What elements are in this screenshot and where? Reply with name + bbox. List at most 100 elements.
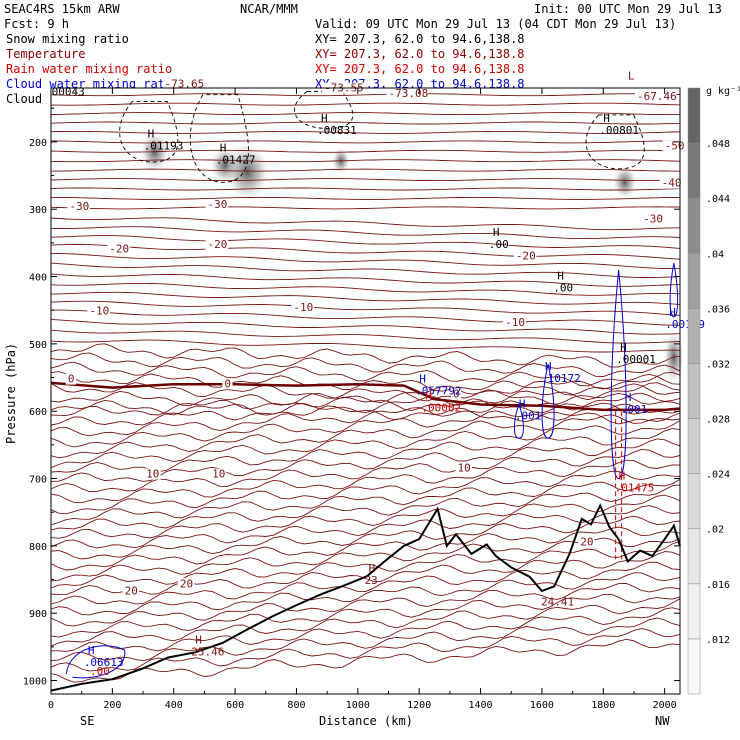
init-time: Init: 00 UTC Mon 29 Jul 13 [534,2,722,16]
isotherm [50,583,681,627]
temperature-label-bg [177,578,195,590]
y-tick-label: 600 [29,407,47,418]
isotherm [50,561,681,605]
temperature-label: -73.08 [389,87,429,100]
isotherm [50,343,681,368]
temperature-label: -40 [662,177,682,190]
field-name: Rain water mixing ratio [6,62,172,76]
temperature-label: 20 [180,577,193,590]
y-tick-label: 700 [29,475,47,486]
isotherm [50,206,681,210]
isotherm [50,339,681,353]
x-tick-label: 1800 [591,700,615,711]
isotherm [50,515,681,560]
x-tick-label: 1000 [346,700,370,711]
isotherm [50,291,681,305]
field-xy: XY= 207.3, 62.0 to 94.6,138.8 [315,32,525,46]
cloud-ice-contours [119,90,645,183]
cloud-water-contours [65,262,679,679]
x-axis-label: Distance (km) [319,714,413,728]
y-tick-label: 300 [29,205,47,216]
cloud-water-contour [610,269,627,480]
field-xy: XY= 207.3, 62.0 to 94.6,138.8 [315,47,525,61]
y-tick-label: 900 [29,609,47,620]
temperature-label: -20 [516,249,536,262]
temperature-label: -10 [89,305,109,318]
temperature-label-bg [210,468,227,480]
colorbar: .012 .016 .02 .024 .028 .032 .036 .04 .044 .048 [687,87,730,695]
temperature-label-bg [503,317,526,329]
isotherm [50,329,681,344]
plot-frame [50,87,681,695]
field-name: Snow mixing ratio [6,32,129,46]
temperature-label-bg [450,388,462,400]
colorbar-swatch [687,197,701,254]
x-axis: 0 200 400 600 800 1000 1200 1400 1600 1800 2000 [48,88,677,711]
cloud-ice-contour [119,101,179,163]
temperature-label: -30 [69,200,89,213]
y-tick-label: 800 [29,542,47,553]
isotherm [50,273,681,287]
isotherm [50,318,681,335]
extremum-value: .01475 [615,482,655,495]
colorbar-swatch [687,583,701,640]
temperature-label: 0 [224,377,231,390]
colorbar-tick-label: .048 [706,139,730,150]
colorbar-tick-label: .036 [706,304,730,315]
x-tick-label: 0 [48,700,54,711]
isotherm [50,130,681,134]
title-left: SEAC4RS 15km ARW [4,2,120,16]
isotherm [50,140,680,144]
cloud-water-contour [669,262,679,318]
isotherm [50,459,681,504]
colorbar-swatch [687,528,701,585]
temperature-label-bg [144,468,161,480]
extremum-value: .00 [553,282,573,295]
extremum-marker: H [620,341,627,354]
temperature-label-bg [205,199,229,211]
colorbar-swatch [687,87,701,144]
isotherm [50,102,681,106]
colorbar-swatch [687,638,701,695]
extremum-marker: H [195,633,202,646]
isotherm [50,449,681,492]
isotherm [50,217,681,231]
cloud-ice-contour [189,94,249,183]
extremum-marker: H [220,142,227,155]
isotherm [50,361,681,387]
isotherm [50,399,681,425]
temperature-label-bg [162,78,204,90]
colorbar-swatch [687,142,701,199]
temperature-label-bg [67,201,91,213]
isotherm [50,390,681,415]
extremum-marker: H [625,391,632,404]
temperature-label-bg [386,88,428,100]
field-xy: XY= 207.3, 62.0 to 94.6,138.8 [315,62,525,76]
extremum-value: .001 [621,403,648,416]
x-tick-label: 2000 [653,700,677,711]
isotherm [50,371,681,417]
temperature-label-bg [662,140,686,152]
mixing-ratio-blob [612,165,637,200]
extremum-value: 00043 [52,86,85,99]
temperature-label: 0 [68,373,75,386]
y-axis-label: Pressure (hPa) [4,343,18,444]
mixing-ratio-blob [225,143,270,201]
isotherm [50,382,681,405]
isotherm [50,617,681,662]
temperature-label: -30 [643,212,663,225]
temperature-label-bg [578,536,595,548]
x-tick-label: 200 [103,700,121,711]
temperature-label: -67.46 [637,90,677,103]
isotherm [50,392,681,437]
extremum-marker: H [545,360,552,373]
isotherm [50,598,681,647]
extremum-value: .06613 [84,656,124,669]
isotherm [50,403,681,448]
x-tick-label: 1200 [407,700,431,711]
x-tick-label: 1600 [530,700,554,711]
y-tick-label: 400 [29,273,47,284]
extremum-marker: H [88,644,95,657]
